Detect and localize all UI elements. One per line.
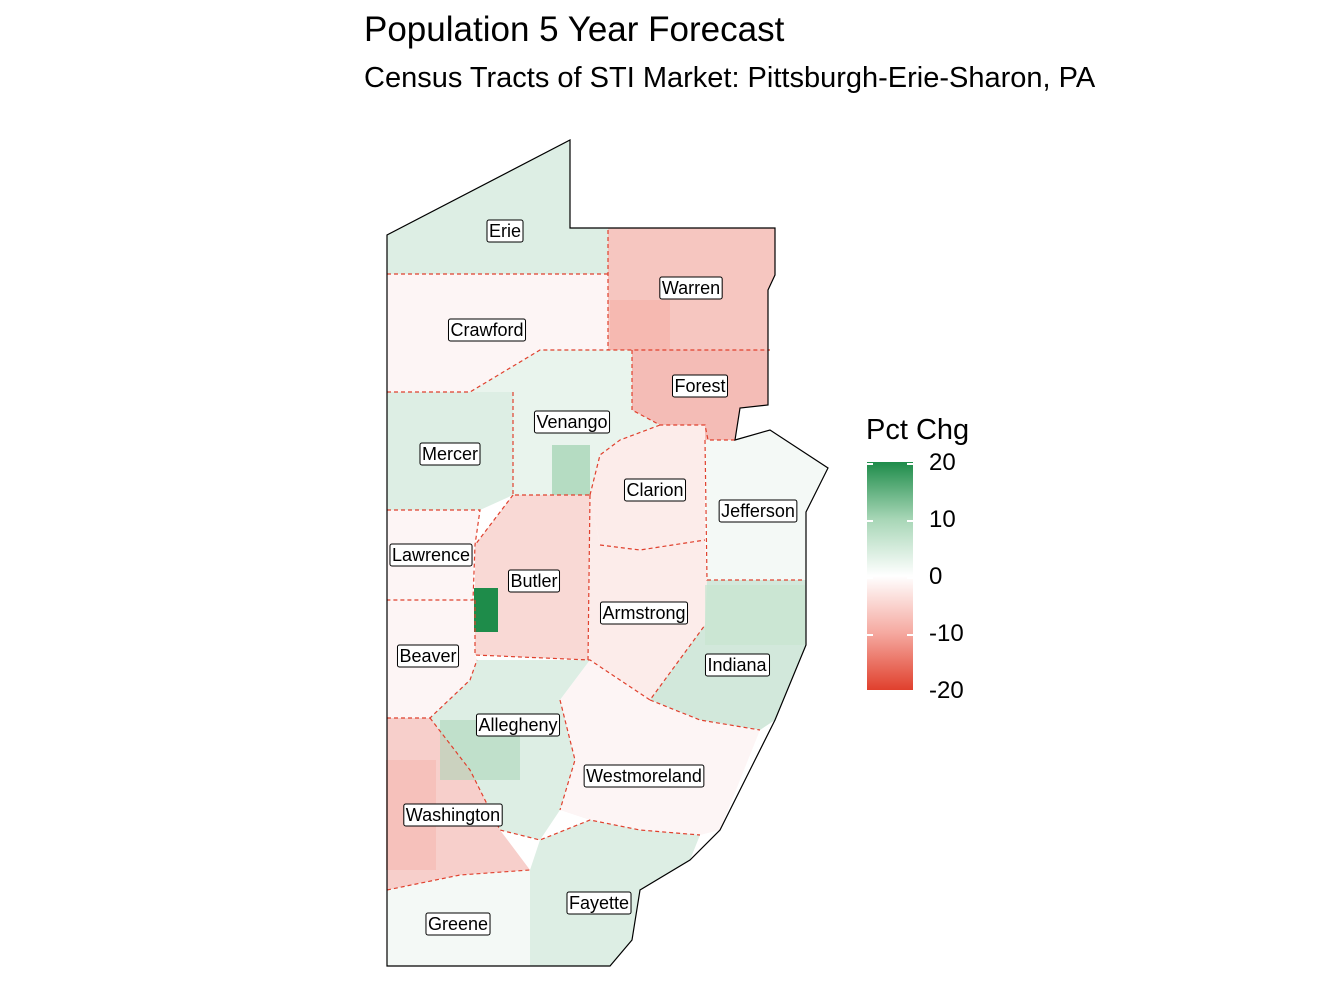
county-label-warren: Warren [659,276,723,300]
legend-tick-mark [907,520,913,522]
county-label-clarion: Clarion [623,478,687,502]
county-name: Westmoreland [586,766,702,786]
county-name: Fayette [569,893,629,913]
legend-tick-label: -10 [929,620,964,647]
county-label-westmoreland: Westmoreland [583,764,705,788]
county-name: Greene [428,914,488,934]
legend-tick-label: 10 [929,506,956,533]
county-name: Indiana [707,655,767,675]
legend-tick-mark [907,634,913,636]
legend-tick-mark [867,691,873,693]
county-name: Beaver [399,646,456,666]
tract-highlights [386,300,805,870]
county-region-erie [387,140,608,274]
county-borders [386,230,805,891]
county-label-lawrence: Lawrence [389,543,473,567]
map-title: Population 5 Year Forecast [364,10,785,49]
county-label-armstrong: Armstrong [599,601,689,625]
county-name: Erie [489,221,521,241]
county-label-erie: Erie [486,219,524,243]
county-name: Mercer [422,444,478,464]
legend-tick-mark [867,634,873,636]
county-name: Forest [674,376,725,396]
county-name: Venango [536,412,607,432]
county-name: Crawford [450,320,523,340]
county-name: Washington [406,805,500,825]
legend-tick-label: 0 [929,563,943,590]
county-name: Jefferson [721,501,795,521]
county-name: Allegheny [478,715,557,735]
tract-indiana-growth [705,585,805,645]
county-label-butler: Butler [507,569,561,593]
tract-high-growth [474,588,498,632]
map-subtitle: Census Tracts of STI Market: Pittsburgh-… [364,62,1096,94]
county-name: Armstrong [602,603,685,623]
county-name: Lawrence [392,545,470,565]
legend-tick-label: 20 [929,449,956,476]
county-label-washington: Washington [403,803,503,827]
county-name: Butler [510,571,557,591]
market-boundary [386,139,829,967]
county-label-indiana: Indiana [704,653,771,677]
tract-venango-growth [552,445,590,495]
county-label-allegheny: Allegheny [475,713,561,737]
legend-tick-mark [907,463,913,465]
county-label-jefferson: Jefferson [718,499,798,523]
legend-tick-label: -20 [929,677,964,704]
county-label-greene: Greene [425,912,491,936]
county-label-fayette: Fayette [566,891,632,915]
county-label-mercer: Mercer [419,442,481,466]
legend-colorbar [867,462,913,690]
legend-tick-mark [867,520,873,522]
county-name: Clarion [626,480,683,500]
tract-warren-decline [610,300,670,350]
county-label-forest: Forest [671,374,729,398]
legend-tick-mark [907,691,913,693]
legend-title: Pct Chg [866,414,970,446]
legend-tick-mark [867,577,873,579]
county-label-beaver: Beaver [396,644,460,668]
legend-tick-mark [907,577,913,579]
county-region-westmoreland [560,660,760,835]
county-label-crawford: Crawford [447,318,527,342]
legend-tick-mark [867,463,873,465]
county-region-armstrong [588,495,707,700]
county-label-venango: Venango [533,410,611,434]
county-name: Warren [662,278,720,298]
